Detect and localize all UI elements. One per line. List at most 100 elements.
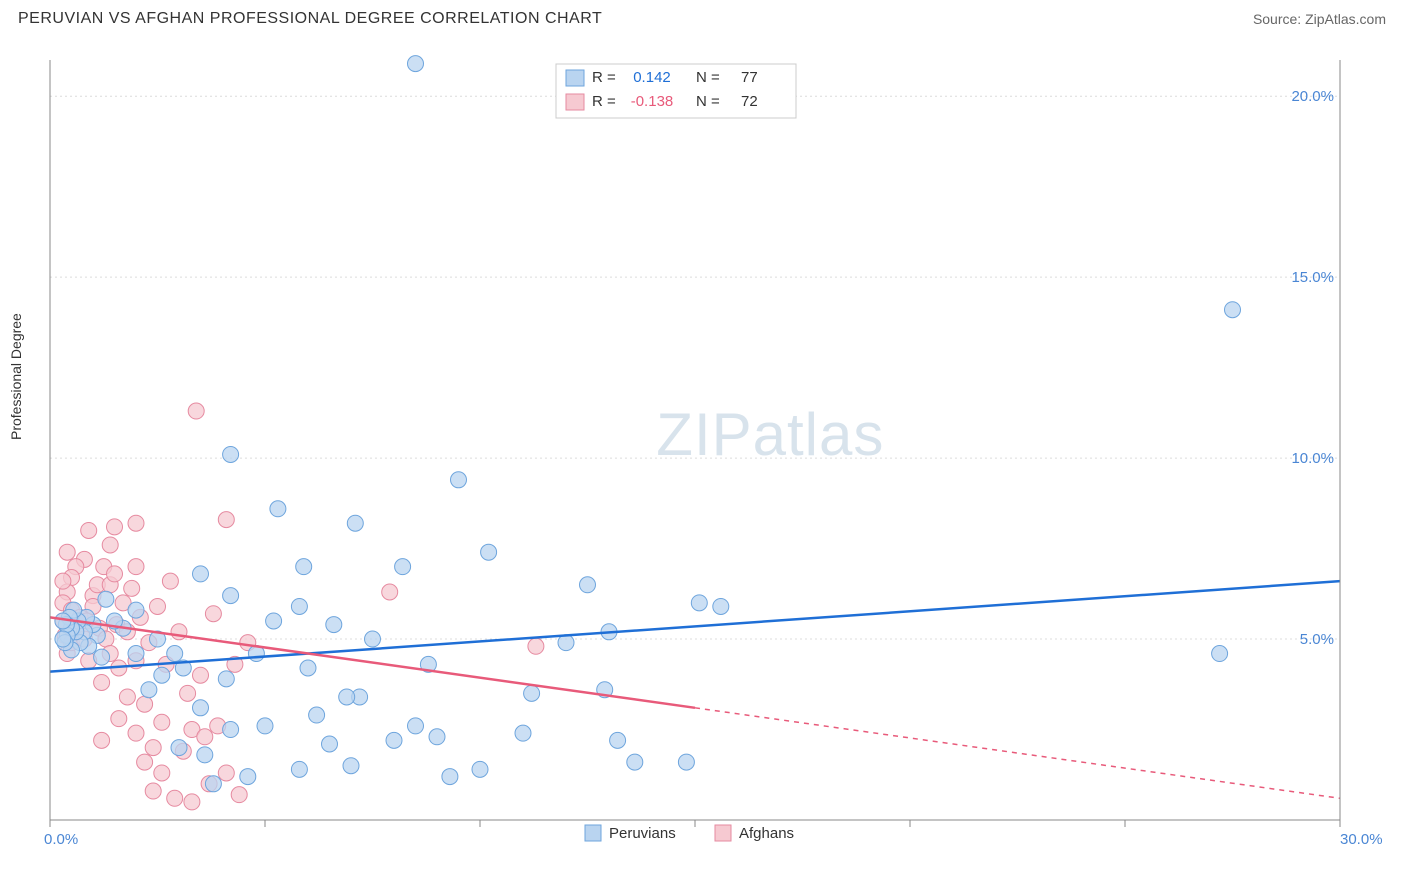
data-point	[223, 722, 239, 738]
data-point	[162, 573, 178, 589]
data-point	[137, 696, 153, 712]
legend-swatch	[566, 94, 584, 110]
data-point	[197, 747, 213, 763]
data-point	[193, 566, 209, 582]
series-label: Peruvians	[609, 825, 676, 842]
data-point	[107, 519, 123, 535]
data-point	[150, 598, 166, 614]
data-point	[300, 660, 316, 676]
data-point	[231, 787, 247, 803]
data-point	[218, 765, 234, 781]
data-point	[1225, 302, 1241, 318]
data-point	[218, 512, 234, 528]
data-point	[451, 472, 467, 488]
data-point	[205, 776, 221, 792]
data-point	[128, 559, 144, 575]
data-point	[184, 794, 200, 810]
data-point	[81, 522, 97, 538]
data-point	[296, 559, 312, 575]
y-tick-label: 5.0%	[1300, 631, 1334, 648]
data-point	[94, 649, 110, 665]
data-point	[119, 689, 135, 705]
legend-swatch	[566, 70, 584, 86]
data-point	[154, 714, 170, 730]
data-point	[59, 544, 75, 560]
legend-r-label: R =	[592, 69, 616, 86]
data-point	[691, 595, 707, 611]
data-point	[257, 718, 273, 734]
data-point	[339, 689, 355, 705]
data-point	[627, 754, 643, 770]
data-point	[145, 740, 161, 756]
data-point	[167, 790, 183, 806]
data-point	[395, 559, 411, 575]
data-point	[94, 674, 110, 690]
data-point	[240, 769, 256, 785]
y-axis-label: Professional Degree	[8, 313, 24, 440]
data-point	[124, 580, 140, 596]
data-point	[154, 667, 170, 683]
data-point	[128, 602, 144, 618]
series-swatch	[585, 825, 601, 841]
trendline	[50, 581, 1340, 671]
data-point	[408, 56, 424, 72]
trendline-dashed	[695, 708, 1340, 798]
data-point	[322, 736, 338, 752]
data-point	[55, 573, 71, 589]
legend-r-label: R =	[592, 93, 616, 110]
legend-n-label: N =	[696, 93, 720, 110]
data-point	[347, 515, 363, 531]
data-point	[610, 732, 626, 748]
data-point	[128, 515, 144, 531]
series-label: Afghans	[739, 825, 794, 842]
data-point	[291, 598, 307, 614]
data-point	[188, 403, 204, 419]
data-point	[128, 646, 144, 662]
data-point	[94, 732, 110, 748]
data-point	[223, 446, 239, 462]
data-point	[343, 758, 359, 774]
data-point	[291, 761, 307, 777]
data-point	[326, 617, 342, 633]
data-point	[193, 700, 209, 716]
watermark: ZIPatlas	[656, 401, 884, 468]
y-tick-label: 10.0%	[1291, 450, 1334, 467]
legend-r-value: 0.142	[633, 69, 671, 86]
data-point	[107, 566, 123, 582]
data-point	[141, 682, 157, 698]
y-tick-label: 20.0%	[1291, 88, 1334, 105]
data-point	[111, 711, 127, 727]
data-point	[128, 725, 144, 741]
x-tick-label: 30.0%	[1340, 831, 1383, 848]
data-point	[481, 544, 497, 560]
data-point	[524, 685, 540, 701]
chart-container: Professional Degree 5.0%10.0%15.0%20.0%Z…	[0, 40, 1406, 880]
data-point	[515, 725, 531, 741]
legend-n-value: 72	[741, 93, 758, 110]
series-swatch	[715, 825, 731, 841]
legend-n-label: N =	[696, 69, 720, 86]
data-point	[309, 707, 325, 723]
data-point	[270, 501, 286, 517]
data-point	[713, 598, 729, 614]
data-point	[429, 729, 445, 745]
data-point	[154, 765, 170, 781]
data-point	[145, 783, 161, 799]
data-point	[442, 769, 458, 785]
data-point	[193, 667, 209, 683]
data-point	[266, 613, 282, 629]
data-point	[167, 646, 183, 662]
data-point	[580, 577, 596, 593]
data-point	[472, 761, 488, 777]
data-point	[528, 638, 544, 654]
data-point	[218, 671, 234, 687]
chart-title: PERUVIAN VS AFGHAN PROFESSIONAL DEGREE C…	[18, 10, 602, 28]
data-point	[223, 588, 239, 604]
data-point	[382, 584, 398, 600]
data-point	[98, 591, 114, 607]
legend-r-value: -0.138	[631, 93, 674, 110]
data-point	[171, 740, 187, 756]
data-point	[180, 685, 196, 701]
scatter-chart: 5.0%10.0%15.0%20.0%ZIPatlas0.0%30.0%R =0…	[0, 40, 1406, 880]
x-tick-label: 0.0%	[44, 831, 78, 848]
